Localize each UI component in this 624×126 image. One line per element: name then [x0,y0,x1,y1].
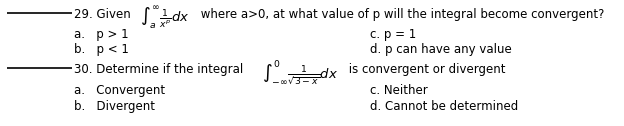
Text: 29. Given: 29. Given [74,8,135,21]
Text: a.   p > 1: a. p > 1 [74,28,129,41]
Text: c. Neither: c. Neither [370,84,427,97]
Text: 30. Determine if the integral: 30. Determine if the integral [74,63,247,76]
Text: d. Cannot be determined: d. Cannot be determined [370,100,519,113]
Text: b.   Divergent: b. Divergent [74,100,155,113]
Text: is convergent or divergent: is convergent or divergent [345,63,505,76]
Text: c. p = 1: c. p = 1 [370,28,416,41]
Text: a.   Convergent: a. Convergent [74,84,165,97]
Text: d. p can have any value: d. p can have any value [370,43,512,56]
Text: where a>0, at what value of p will the integral become convergent?: where a>0, at what value of p will the i… [197,8,605,21]
Text: $\int_a^{\infty} \frac{1}{x^p}dx$: $\int_a^{\infty} \frac{1}{x^p}dx$ [140,5,190,32]
Text: b.   p < 1: b. p < 1 [74,43,129,56]
Text: $\int_{-\infty}^{0} \frac{1}{\sqrt{3-x}}dx$: $\int_{-\infty}^{0} \frac{1}{\sqrt{3-x}}… [262,59,338,88]
